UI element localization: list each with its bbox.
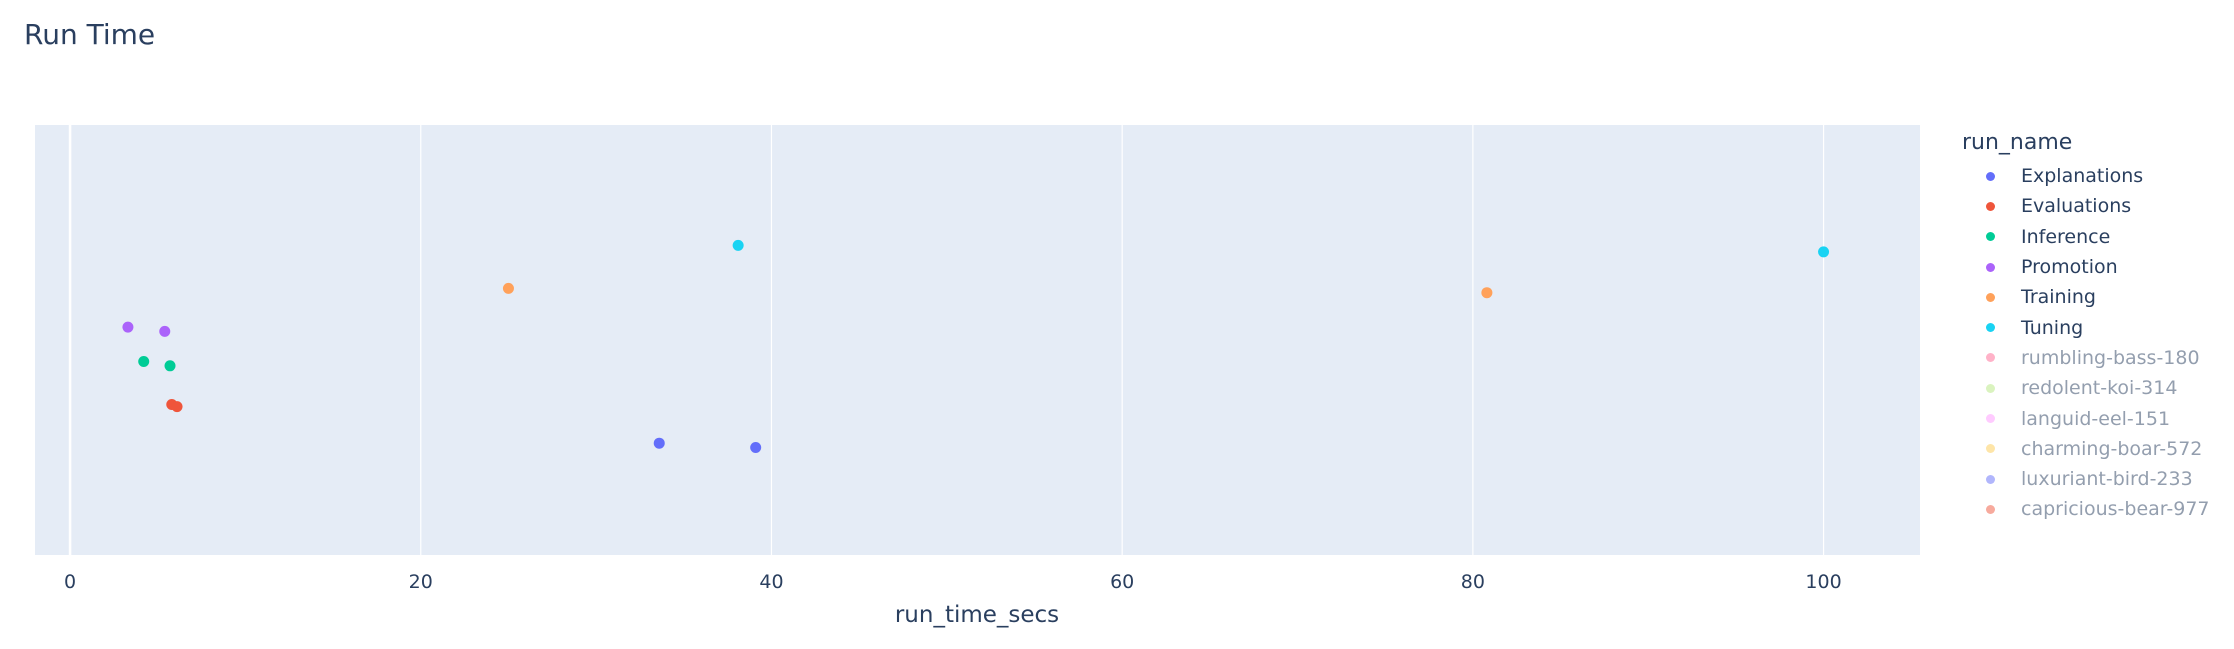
- legend-label: charming-boar-572: [2021, 437, 2203, 460]
- legend-item[interactable]: Tuning: [1962, 312, 2210, 342]
- legend-items: Explanations Evaluations Inference Promotio…: [1962, 161, 2210, 525]
- legend-marker-icon: [1986, 262, 1995, 272]
- legend-title: run_name: [1962, 130, 2073, 155]
- legend-label: redolent-koi-314: [2021, 377, 2178, 400]
- x-tick-label: 0: [64, 571, 76, 593]
- point-training[interactable]: [502, 282, 514, 294]
- legend-label: rumbling-bass-180: [2021, 346, 2200, 369]
- legend-item[interactable]: Promotion: [1962, 252, 2210, 282]
- x-tick-label: 40: [759, 571, 783, 593]
- point-inference[interactable]: [164, 360, 176, 372]
- legend-marker-icon: [1986, 171, 1995, 181]
- x-tick-label: 60: [1110, 571, 1134, 593]
- legend-item[interactable]: languid-eel-151: [1962, 403, 2210, 433]
- legend-item[interactable]: Training: [1962, 282, 2210, 312]
- legend-marker-icon: [1986, 504, 1995, 514]
- legend-marker-icon: [1986, 292, 1995, 302]
- legend-item[interactable]: rumbling-bass-180: [1962, 343, 2210, 373]
- point-inference[interactable]: [138, 356, 150, 367]
- legend-marker-icon: [1986, 201, 1995, 211]
- legend-marker-icon: [1986, 474, 1995, 484]
- legend-marker-icon: [1986, 414, 1995, 424]
- legend-label: Explanations: [2021, 165, 2144, 188]
- legend-item[interactable]: luxuriant-bird-233: [1962, 464, 2210, 494]
- legend-item[interactable]: Evaluations: [1962, 191, 2210, 221]
- chart-title: Run Time: [24, 18, 156, 51]
- point-training[interactable]: [1481, 287, 1493, 299]
- point-promotion[interactable]: [122, 321, 134, 333]
- grid-lines: [68, 125, 1825, 555]
- point-evaluations[interactable]: [171, 401, 183, 413]
- legend-marker-icon: [1986, 353, 1995, 363]
- legend-label: Evaluations: [2021, 195, 2132, 218]
- legend-label: Training: [2021, 286, 2096, 309]
- point-tuning[interactable]: [1818, 246, 1830, 258]
- x-tick-labels: 0 20 40 60 80 100: [64, 571, 1842, 593]
- legend-marker-icon: [1986, 232, 1995, 242]
- legend-label: capricious-bear-977: [2021, 498, 2210, 521]
- x-axis-label: run_time_secs: [895, 602, 1059, 628]
- legend: run_name Explanations Evaluations Inferenc…: [1962, 130, 2210, 525]
- legend-item[interactable]: Inference: [1962, 222, 2210, 252]
- legend-marker-icon: [1986, 383, 1995, 393]
- point-tuning[interactable]: [732, 239, 744, 251]
- point-explanations[interactable]: [750, 442, 762, 453]
- legend-item[interactable]: redolent-koi-314: [1962, 373, 2210, 403]
- legend-item[interactable]: Explanations: [1962, 161, 2210, 191]
- x-tick-label: 20: [409, 571, 433, 593]
- legend-label: languid-eel-151: [2021, 407, 2171, 430]
- legend-item[interactable]: capricious-bear-977: [1962, 494, 2210, 524]
- plot-area[interactable]: [35, 125, 1920, 555]
- legend-label: luxuriant-bird-233: [2021, 468, 2193, 491]
- point-explanations[interactable]: [653, 437, 665, 449]
- legend-label: Inference: [2021, 225, 2111, 248]
- legend-label: Tuning: [2021, 316, 2084, 339]
- legend-marker-icon: [1986, 444, 1995, 454]
- x-tick-label: 80: [1461, 571, 1485, 593]
- point-promotion[interactable]: [159, 325, 171, 337]
- legend-label: Promotion: [2021, 256, 2118, 279]
- legend-marker-icon: [1986, 323, 1995, 333]
- legend-item[interactable]: charming-boar-572: [1962, 434, 2210, 464]
- x-tick-label: 100: [1805, 571, 1841, 593]
- data-points: [122, 239, 1830, 453]
